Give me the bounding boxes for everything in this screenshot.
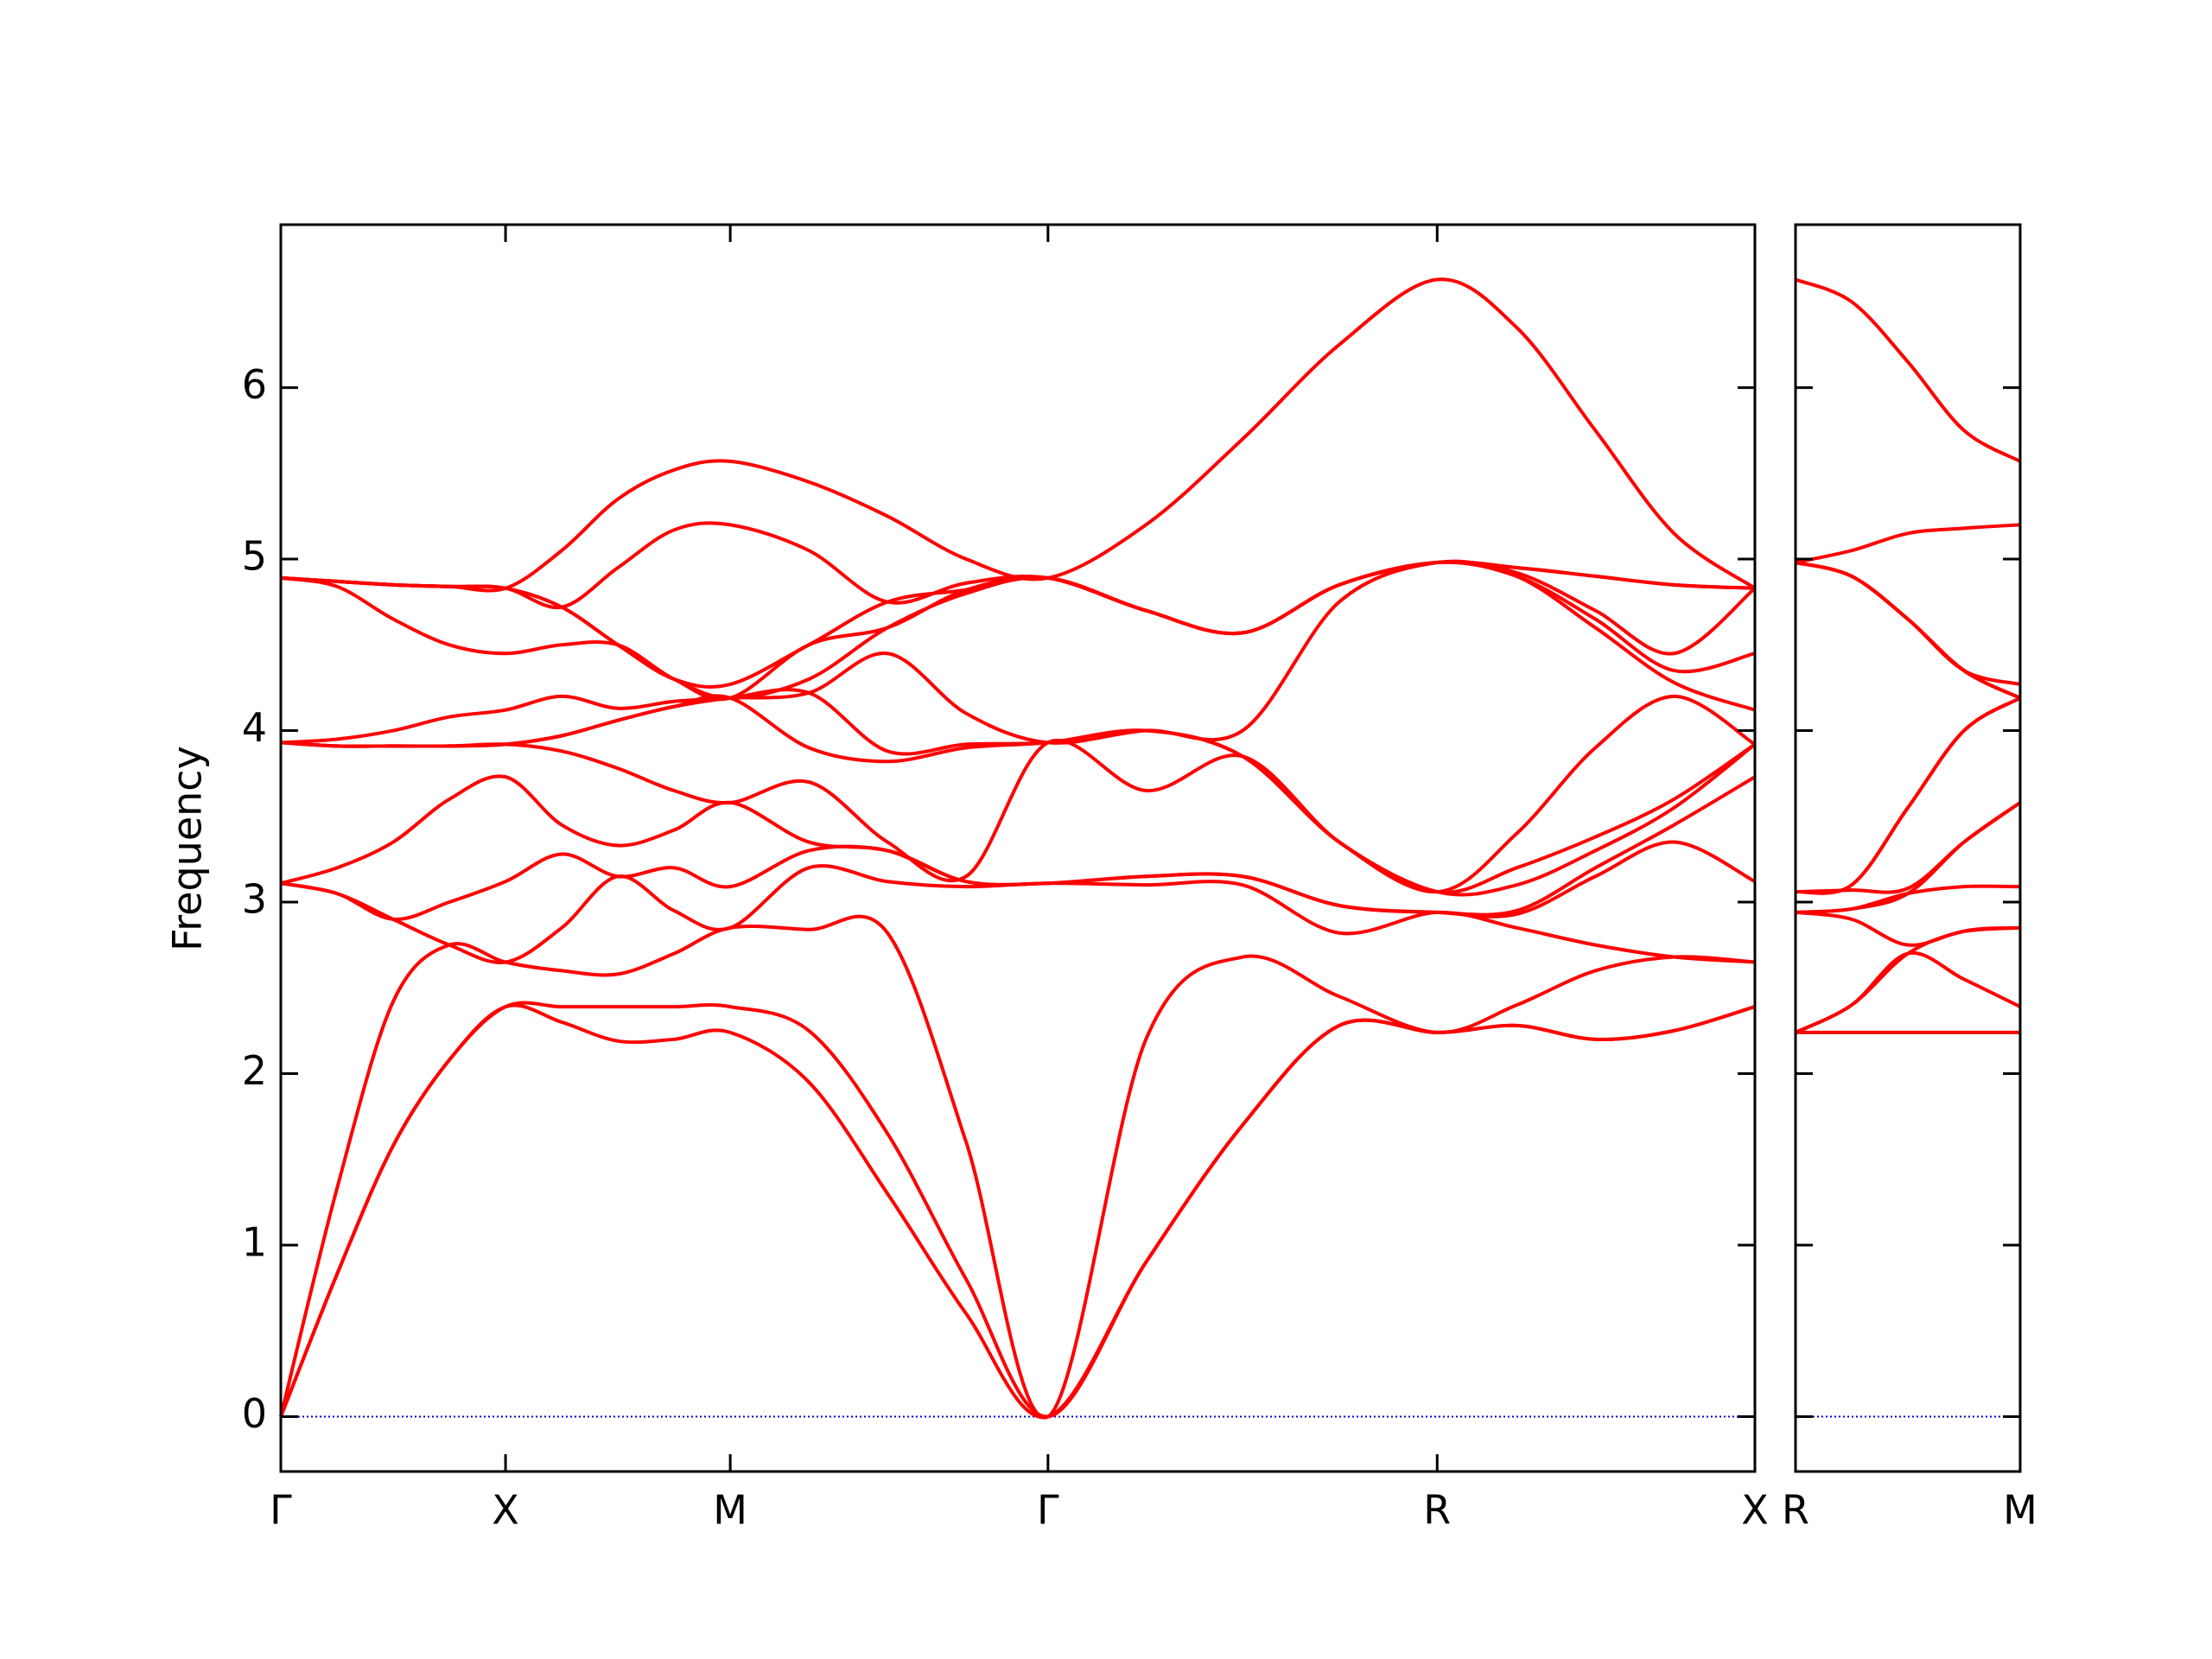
x-tick-label: M (713, 1487, 747, 1534)
x-tick-label: Γ (270, 1487, 292, 1534)
x-tick-label: M (2003, 1487, 2037, 1534)
plot-frame (279, 223, 1757, 1473)
y-tick-label: 1 (242, 1218, 267, 1265)
band-line (1795, 523, 2021, 564)
y-tick-label: 2 (242, 1047, 267, 1094)
band-line (1795, 561, 2021, 686)
x-tick-label: Γ (1037, 1487, 1059, 1534)
y-tick-label: 0 (242, 1390, 267, 1437)
y-tick-label: 3 (242, 876, 267, 923)
band-line (280, 864, 1756, 964)
x-tick-label: R (1782, 1487, 1809, 1534)
y-tick-label: 5 (242, 533, 267, 580)
band-line (280, 521, 1756, 636)
x-tick-label: R (1423, 1487, 1451, 1534)
x-tick-label: X (1741, 1487, 1769, 1534)
band-line (280, 774, 1757, 917)
y-tick-label: 6 (242, 361, 267, 408)
x-tick-label: X (492, 1487, 519, 1534)
band-line (280, 277, 1757, 593)
plot-frame (1794, 223, 2022, 1473)
y-axis-label: Frequency (164, 746, 211, 951)
band-line (1795, 696, 2022, 895)
band-line (1795, 910, 2021, 947)
y-tick-label: 4 (242, 704, 267, 751)
band-line (1795, 277, 2021, 463)
band-line (280, 688, 1757, 894)
